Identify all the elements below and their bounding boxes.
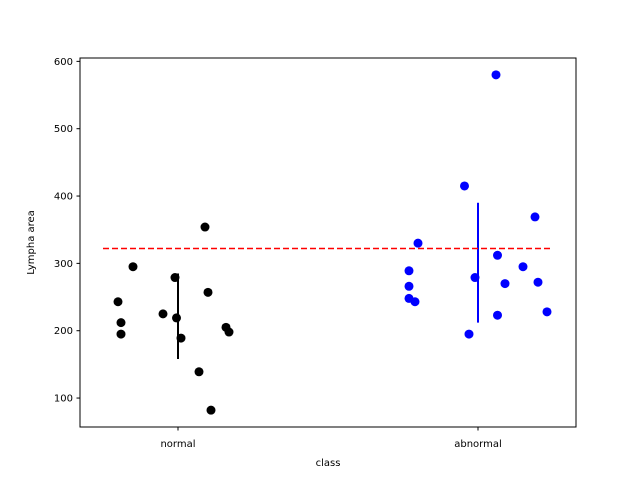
data-point-abnormal (493, 310, 502, 320)
data-point-abnormal (464, 329, 474, 339)
plot-frame (79, 57, 577, 428)
y-tick-label: 500 (54, 124, 73, 135)
axes: 100 200 300 400 500 600 normal abnormal (54, 57, 502, 450)
data-point-normal (194, 367, 204, 377)
data-point-abnormal (491, 70, 501, 80)
y-tick-label: 300 (54, 259, 73, 270)
y-tick-label: 600 (54, 57, 73, 68)
data-point-abnormal (404, 266, 414, 276)
data-point-abnormal (404, 281, 414, 291)
data-point-abnormal (533, 277, 543, 287)
data-point-normal (200, 222, 210, 232)
data-point-abnormal (542, 307, 552, 317)
data-point-normal (128, 262, 138, 272)
data-point-normal (116, 318, 126, 328)
y-axis-label: Lympha area (26, 210, 37, 275)
plot-area (80, 58, 576, 427)
data-point-abnormal (470, 273, 480, 283)
x-tick-label: abnormal (454, 439, 502, 450)
data-point-normal (224, 327, 234, 337)
data-point-normal (113, 297, 123, 307)
data-point-abnormal (410, 297, 420, 307)
data-point-abnormal (530, 212, 540, 222)
data-point-normal (206, 405, 216, 415)
data-point-abnormal (460, 181, 469, 191)
x-axis-label: class (316, 458, 341, 469)
data-point-abnormal (493, 250, 502, 260)
y-tick-label: 200 (54, 326, 73, 337)
data-point-abnormal (413, 238, 423, 248)
data-marks (103, 70, 553, 415)
data-point-normal (158, 309, 168, 319)
data-point-abnormal (518, 262, 528, 272)
data-point-normal (172, 313, 181, 323)
data-point-normal (116, 329, 126, 339)
data-point-normal (176, 333, 186, 343)
data-point-normal (203, 287, 213, 297)
y-tick-label: 100 (54, 394, 73, 405)
data-point-abnormal (500, 279, 510, 289)
x-tick-label: normal (160, 439, 195, 450)
data-point-normal (170, 273, 180, 283)
y-tick-label: 400 (54, 192, 73, 203)
